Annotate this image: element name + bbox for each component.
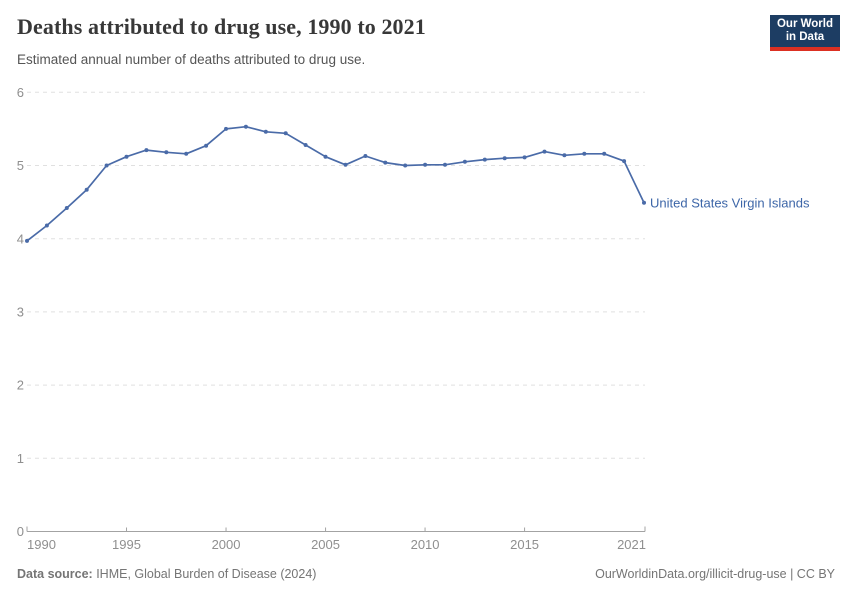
data-point	[283, 131, 288, 136]
y-tick-labels: 0 1 2 3 4 5 6	[17, 85, 24, 539]
data-point	[144, 148, 149, 153]
y-tick-label: 3	[17, 304, 24, 319]
y-tick-label: 4	[17, 231, 24, 246]
data-point	[25, 238, 29, 243]
y-tick-label: 1	[17, 451, 24, 466]
data-point	[383, 160, 388, 165]
y-tick-label: 0	[17, 524, 24, 539]
data-source-value: IHME, Global Burden of Disease (2024)	[92, 567, 317, 581]
data-point	[104, 163, 109, 168]
data-point	[263, 129, 268, 134]
data-points	[25, 124, 646, 243]
x-tick-label: 2000	[212, 537, 241, 552]
data-point	[443, 162, 447, 167]
chart-title: Deaths attributed to drug use, 1990 to 2…	[17, 14, 426, 39]
data-point	[303, 143, 308, 147]
data-point	[184, 151, 189, 156]
data-point	[323, 154, 328, 159]
data-point	[582, 151, 587, 156]
data-point	[204, 143, 209, 148]
data-source-label: Data source:	[17, 567, 93, 581]
y-tick-label: 5	[17, 158, 24, 173]
y-gridlines	[27, 91, 645, 459]
owid-logo[interactable]: Our World in Data	[770, 15, 840, 51]
x-tick-label: 1995	[112, 537, 141, 552]
data-point	[363, 154, 368, 158]
data-point	[482, 157, 487, 162]
x-tick-label: 2015	[510, 537, 539, 552]
x-axis	[26, 526, 646, 532]
data-point	[462, 159, 467, 164]
data-point	[522, 155, 527, 160]
data-point	[84, 187, 89, 192]
entity-label[interactable]: United States Virgin Islands	[650, 195, 810, 210]
data-point	[403, 163, 408, 168]
data-point	[562, 153, 567, 158]
x-tick-label: 2021	[617, 537, 646, 552]
data-source-note: Data source: IHME, Global Burden of Dise…	[17, 567, 316, 581]
owid-logo-line1: Our World	[776, 18, 833, 30]
data-point	[542, 149, 547, 154]
data-point	[64, 206, 69, 210]
chart-footer: Data source: IHME, Global Burden of Dise…	[17, 567, 835, 581]
chart-subtitle: Estimated annual number of deaths attrib…	[17, 52, 366, 67]
data-point	[124, 154, 129, 159]
trend-line	[26, 125, 645, 242]
data-point	[622, 159, 627, 164]
x-tick-label: 2010	[411, 537, 440, 552]
series-line	[26, 125, 645, 242]
data-point	[502, 156, 507, 161]
footer-link[interactable]: OurWorldinData.org/illicit-drug-use | CC…	[595, 567, 835, 581]
y-tick-label: 6	[17, 85, 24, 100]
data-point	[423, 162, 428, 167]
x-tick-label: 2005	[311, 537, 340, 552]
data-point	[44, 223, 49, 228]
x-tick-label: 1990	[27, 537, 56, 552]
data-point	[243, 124, 248, 129]
data-point	[224, 126, 228, 131]
data-point	[164, 150, 169, 155]
data-point	[602, 151, 607, 156]
data-point	[343, 162, 348, 167]
y-tick-label: 2	[17, 378, 24, 393]
owid-logo-line2: in Data	[785, 31, 825, 43]
data-point	[642, 200, 646, 205]
x-tick-labels: 1990 1995 2000 2005 2010 2015 2021	[27, 537, 646, 552]
